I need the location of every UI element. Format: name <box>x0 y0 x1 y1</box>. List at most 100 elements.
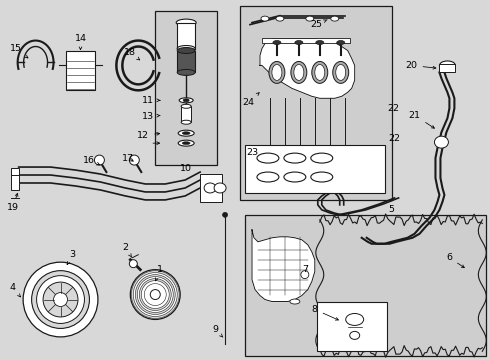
Bar <box>245 215 486 356</box>
Ellipse shape <box>257 172 279 182</box>
Ellipse shape <box>150 289 160 300</box>
Ellipse shape <box>316 41 324 45</box>
Ellipse shape <box>177 48 195 54</box>
Ellipse shape <box>179 98 193 103</box>
Ellipse shape <box>440 61 455 70</box>
Text: 3: 3 <box>67 250 75 265</box>
Text: 21: 21 <box>409 111 435 128</box>
Polygon shape <box>260 39 355 98</box>
Bar <box>177 23 195 49</box>
Ellipse shape <box>294 64 304 80</box>
Bar <box>177 50 195 72</box>
Ellipse shape <box>284 172 306 182</box>
Ellipse shape <box>261 16 269 21</box>
Ellipse shape <box>129 260 137 268</box>
Ellipse shape <box>182 141 190 145</box>
Text: 18: 18 <box>124 48 140 60</box>
Bar <box>200 174 222 202</box>
Ellipse shape <box>333 62 349 84</box>
Bar <box>66 50 96 90</box>
Bar <box>317 302 387 351</box>
Ellipse shape <box>144 284 166 306</box>
Ellipse shape <box>133 273 177 316</box>
Bar <box>11 168 19 190</box>
Ellipse shape <box>435 136 448 148</box>
Text: 22: 22 <box>388 104 399 113</box>
Ellipse shape <box>291 62 307 84</box>
Text: 1: 1 <box>155 265 163 281</box>
Ellipse shape <box>177 45 195 51</box>
Ellipse shape <box>301 271 309 279</box>
Bar <box>181 106 191 122</box>
Ellipse shape <box>276 16 284 21</box>
Text: 14: 14 <box>74 34 86 50</box>
Bar <box>440 64 455 72</box>
Ellipse shape <box>130 270 180 319</box>
Polygon shape <box>252 230 315 302</box>
Ellipse shape <box>178 140 194 146</box>
Text: 6: 6 <box>446 253 465 267</box>
Ellipse shape <box>315 64 325 80</box>
Text: 16: 16 <box>82 156 100 165</box>
Bar <box>262 37 350 42</box>
Ellipse shape <box>336 64 346 80</box>
Ellipse shape <box>177 69 195 75</box>
Ellipse shape <box>269 62 285 84</box>
Ellipse shape <box>295 41 303 45</box>
Text: 5: 5 <box>389 206 394 215</box>
Ellipse shape <box>350 332 360 339</box>
Ellipse shape <box>214 183 226 193</box>
Text: 25: 25 <box>310 20 327 29</box>
Ellipse shape <box>176 19 196 26</box>
Bar <box>155 11 217 165</box>
Text: 13: 13 <box>142 112 160 121</box>
Ellipse shape <box>95 155 104 165</box>
Bar <box>260 148 352 158</box>
Text: 2: 2 <box>122 243 132 257</box>
Text: 23: 23 <box>246 148 258 157</box>
Ellipse shape <box>181 120 191 124</box>
Ellipse shape <box>43 282 78 317</box>
Ellipse shape <box>306 16 314 21</box>
Ellipse shape <box>257 153 279 163</box>
Text: 24: 24 <box>242 93 259 107</box>
Ellipse shape <box>181 104 191 108</box>
Ellipse shape <box>139 279 171 310</box>
Ellipse shape <box>272 64 282 80</box>
Ellipse shape <box>346 314 364 325</box>
Ellipse shape <box>290 299 300 304</box>
Ellipse shape <box>135 275 175 315</box>
Ellipse shape <box>178 130 194 136</box>
Ellipse shape <box>37 276 84 323</box>
Ellipse shape <box>204 183 216 193</box>
Text: 17: 17 <box>122 154 134 163</box>
Text: 20: 20 <box>406 61 436 70</box>
Ellipse shape <box>312 62 328 84</box>
Ellipse shape <box>331 16 339 21</box>
Ellipse shape <box>141 280 169 309</box>
Ellipse shape <box>182 132 190 135</box>
Text: 7: 7 <box>302 265 308 274</box>
Ellipse shape <box>53 293 68 306</box>
Text: 11: 11 <box>142 96 160 105</box>
Text: 19: 19 <box>7 193 19 212</box>
Ellipse shape <box>222 212 227 217</box>
Ellipse shape <box>131 271 179 319</box>
Text: 10: 10 <box>180 163 192 172</box>
Ellipse shape <box>311 153 333 163</box>
Ellipse shape <box>284 153 306 163</box>
Text: 15: 15 <box>10 44 28 58</box>
Ellipse shape <box>137 276 173 312</box>
Ellipse shape <box>183 99 189 102</box>
Text: 12: 12 <box>137 131 160 140</box>
Text: 9: 9 <box>212 325 223 337</box>
Ellipse shape <box>273 41 281 45</box>
Text: 22: 22 <box>389 134 400 143</box>
Text: 8: 8 <box>312 305 339 320</box>
Ellipse shape <box>311 172 333 182</box>
Bar <box>240 6 392 200</box>
Ellipse shape <box>129 155 139 165</box>
Text: 4: 4 <box>10 283 21 297</box>
Ellipse shape <box>23 262 98 337</box>
Ellipse shape <box>337 41 345 45</box>
